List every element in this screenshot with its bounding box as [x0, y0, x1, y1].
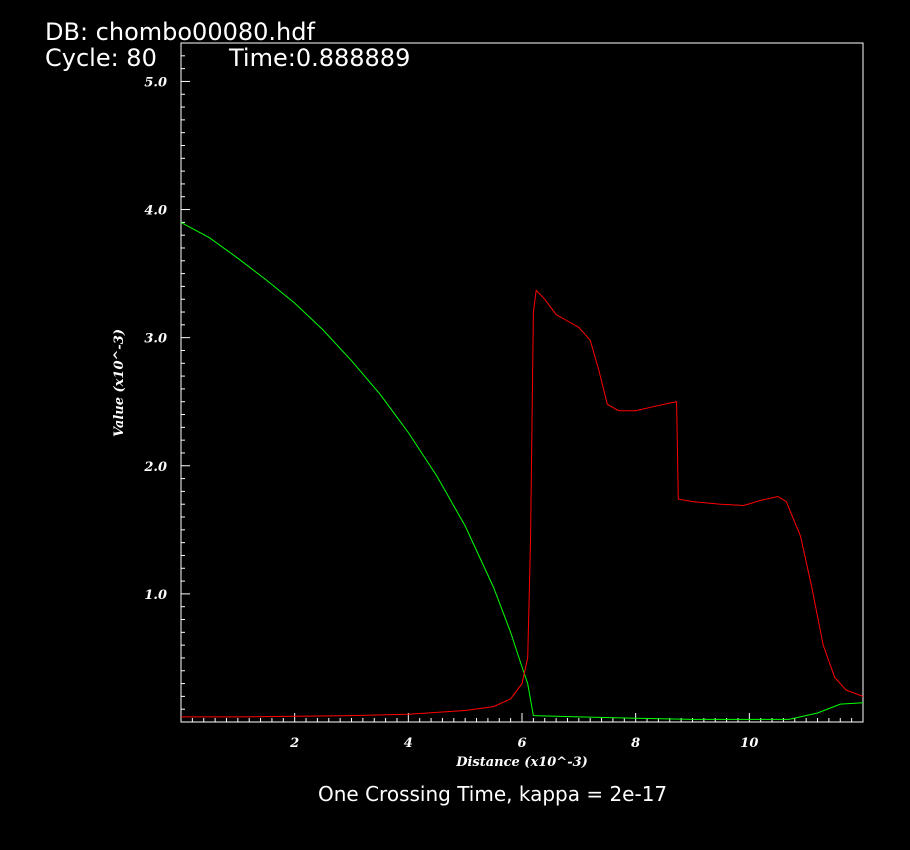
plot-frame	[180, 42, 864, 723]
x-tick-label: 8	[631, 736, 640, 751]
green-series-line	[180, 221, 864, 720]
x-tick-label: 6	[517, 736, 526, 751]
y-tick-label: 5.0	[144, 75, 167, 90]
y-axis-title: Value (x10^-3)	[112, 329, 127, 437]
red-series-line	[181, 289, 864, 718]
y-tick-label: 4.0	[144, 204, 167, 219]
x-tick-label: 4	[404, 736, 413, 751]
plot-caption: One Crossing Time, kappa = 2e-17	[318, 782, 668, 806]
cycle-label: Cycle: 80	[45, 44, 157, 72]
x-tick-label: 2	[289, 736, 299, 751]
time-label: Time:0.888889	[229, 44, 411, 72]
x-tick-label: 10	[740, 736, 758, 751]
y-tick-label: 1.0	[144, 588, 167, 603]
x-axis-title: Distance (x10^-3)	[455, 755, 588, 770]
y-tick-label: 2.0	[143, 460, 167, 475]
database-label: DB: chombo00080.hdf	[45, 18, 315, 46]
y-tick-label: 3.0	[144, 332, 167, 347]
